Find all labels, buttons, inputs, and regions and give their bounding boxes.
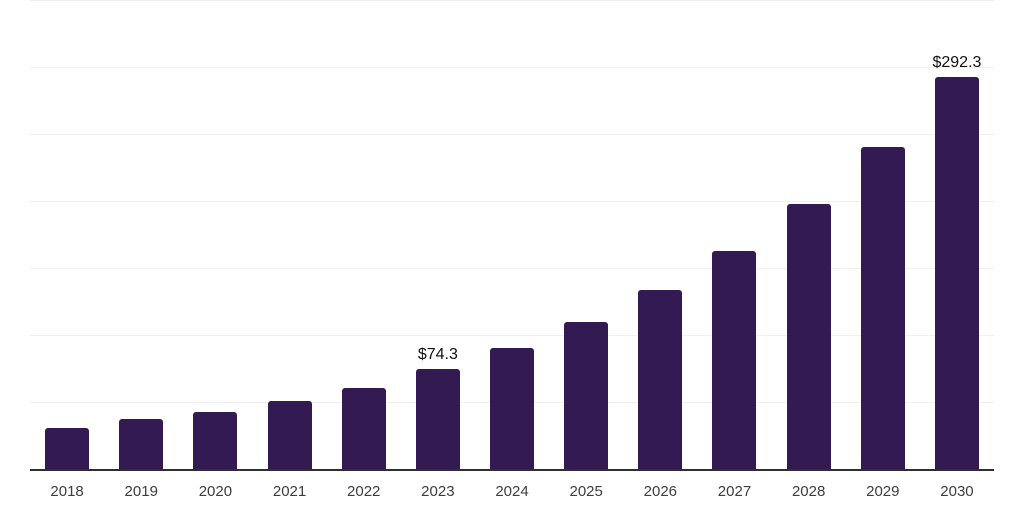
bar-2020	[193, 412, 238, 469]
x-axis-tick-label-2020: 2020	[198, 483, 233, 500]
x-axis-tick-label-2024: 2024	[495, 483, 529, 500]
bar-2024	[490, 348, 535, 469]
x-axis-tick-label-2018: 2018	[50, 483, 84, 500]
bar-2021	[267, 401, 312, 469]
bars-container: $74.3 $292.3	[30, 0, 994, 469]
x-axis-line	[30, 469, 994, 471]
bar-2018	[45, 428, 90, 469]
plot-area: $74.3 $292.3 2018 2019 2020 2021 2022 2023 2024…	[30, 0, 994, 500]
x-axis-tick-labels: 2018 2019 2020 2021 2022 2023 2024 2025 2026 2027…	[30, 480, 994, 504]
x-axis-tick-label-2021: 2021	[272, 483, 307, 500]
x-axis-tick-label-2029: 2029	[866, 483, 900, 500]
bar-column-2028	[772, 0, 846, 469]
bar-2029	[860, 147, 905, 469]
bar-column-2030: $292.3	[920, 0, 994, 469]
bar-2030: $292.3	[932, 54, 981, 469]
bar-column-2025	[549, 0, 623, 469]
gridline-200	[30, 201, 994, 202]
bar-column-2029	[846, 0, 920, 469]
bar-value-label-2023: $74.3	[417, 346, 458, 363]
x-axis-tick-label-2026: 2026	[643, 483, 678, 500]
bar-value-label-2030: $292.3	[932, 54, 982, 71]
x-axis-tick-label-2025: 2025	[569, 483, 603, 500]
bar-column-2021	[252, 0, 326, 469]
x-axis-tick-label-2023: 2023	[421, 483, 455, 500]
bar-2023: $74.3	[415, 346, 460, 469]
bar-column-2019	[104, 0, 178, 469]
bar-column-2027	[697, 0, 771, 469]
bar-2022	[341, 388, 386, 469]
gridline-150	[30, 268, 994, 269]
gridline-100	[30, 335, 994, 336]
bar-2025	[564, 322, 609, 469]
bar-column-2026	[623, 0, 697, 469]
bar-column-2018	[30, 0, 104, 469]
bar-2026	[638, 290, 683, 469]
bar-column-2023: $74.3	[401, 0, 475, 469]
bar-column-2024	[475, 0, 549, 469]
bar-column-2020	[178, 0, 252, 469]
x-axis-tick-label-2028: 2028	[791, 483, 826, 500]
bar-2019	[119, 419, 164, 469]
bar-2028	[786, 204, 831, 469]
gridline-250	[30, 134, 994, 135]
bar-column-2022	[327, 0, 401, 469]
bar-2027	[712, 251, 757, 469]
x-axis-tick-label-2030: 2030	[940, 483, 974, 500]
x-axis-tick-label-2019: 2019	[124, 483, 158, 500]
x-axis-tick-label-2027: 2027	[717, 483, 752, 500]
gridline-350	[30, 0, 994, 1]
gridline-300	[30, 67, 994, 68]
x-axis-tick-label-2022: 2022	[347, 483, 381, 500]
